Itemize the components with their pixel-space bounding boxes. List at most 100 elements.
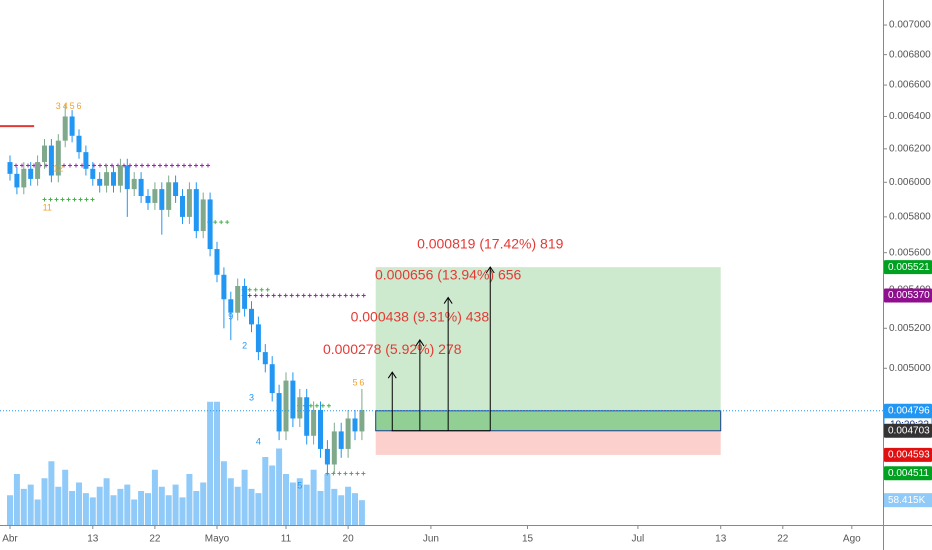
volume-bar <box>48 461 55 525</box>
candle-body <box>48 145 54 176</box>
td-count: 12 <box>53 163 63 173</box>
volume-bar <box>131 499 138 525</box>
volume-bar <box>255 493 262 525</box>
volume-bar <box>345 486 352 525</box>
price-badge <box>884 423 932 438</box>
td-count: 3 <box>249 392 254 402</box>
arrow-head <box>387 371 397 379</box>
volume-bar <box>34 499 41 525</box>
candle-body <box>214 249 220 275</box>
volume-bar <box>234 486 241 525</box>
x-tick-label: 20 <box>343 534 355 545</box>
arrow-head <box>485 266 495 274</box>
td-count: 6 <box>76 101 81 111</box>
volume-bar <box>324 474 331 525</box>
x-tick-label: Abr <box>2 534 18 545</box>
entry-zone <box>375 410 722 432</box>
volume-bar <box>89 497 96 525</box>
candle-body <box>41 145 47 163</box>
volume-bar <box>317 491 324 525</box>
target-label: 0.000819 (17.42%) 819 <box>417 236 564 252</box>
volume-bar <box>310 469 317 525</box>
candle-body <box>21 168 27 188</box>
volume-bar <box>110 495 117 525</box>
price-badge-label: 0.004796 <box>888 405 930 416</box>
volume-bar <box>193 491 200 525</box>
candle-body <box>249 308 255 325</box>
volume-bar <box>6 495 13 525</box>
candle-body <box>145 195 151 203</box>
candle-body <box>83 152 89 169</box>
x-tick-label: Ago <box>843 534 861 545</box>
candle-body <box>331 431 337 465</box>
volume-bar <box>75 482 82 525</box>
candle-body <box>159 189 165 210</box>
x-tick-label: 13 <box>87 534 99 545</box>
y-tick-label: 0.005200 <box>889 323 931 334</box>
candle-body <box>235 286 241 313</box>
candle-body <box>255 324 261 353</box>
candle-body <box>104 172 110 186</box>
price-badge-label: 0.005370 <box>888 290 930 301</box>
candle-body <box>35 162 41 179</box>
y-tick-label: 0.006400 <box>889 111 931 122</box>
td-count: 5 <box>70 101 75 111</box>
volume-bar <box>207 401 214 525</box>
x-tick-label: 22 <box>777 534 789 545</box>
candle-body <box>242 286 248 309</box>
y-tick-label: 0.006800 <box>889 49 931 60</box>
candle-body <box>297 397 303 419</box>
candle-body <box>117 165 123 186</box>
volume-bar <box>283 474 290 525</box>
volume-bar <box>262 457 269 525</box>
candle-body <box>338 431 344 449</box>
price-badge <box>884 466 932 481</box>
y-tick-label: 0.006600 <box>889 80 931 91</box>
volume-bar <box>151 469 158 525</box>
price-badge <box>884 288 932 303</box>
td-count: 3 <box>56 101 61 111</box>
candle-body <box>290 380 296 419</box>
volume-badge <box>884 493 932 508</box>
volume-bar <box>179 497 186 525</box>
td-count: 6 <box>359 377 364 387</box>
candle-body <box>318 409 324 449</box>
x-tick-label: Jun <box>423 534 439 545</box>
candle-body <box>221 274 227 300</box>
candle-body <box>345 418 351 449</box>
td-count: 5 <box>297 480 302 490</box>
candle-body <box>97 178 103 186</box>
candle-body <box>14 173 20 188</box>
volume-bar <box>41 478 48 525</box>
price-badge-label: 0.004593 <box>888 450 930 461</box>
volume-bar <box>20 488 27 525</box>
candle-body <box>110 172 116 186</box>
x-tick-label: 13 <box>715 534 727 545</box>
volume-bar <box>103 478 110 525</box>
volume-bar <box>338 495 345 525</box>
candle-body <box>55 140 61 176</box>
candle-body <box>352 418 358 432</box>
volume-bar <box>303 484 310 525</box>
volume-bar <box>62 469 69 525</box>
volume-bar <box>27 484 34 525</box>
volume-bar <box>117 488 124 525</box>
price-badge <box>884 403 932 418</box>
candle-body <box>69 116 75 136</box>
candle-body <box>186 189 192 217</box>
candle-body <box>90 168 96 179</box>
volume-bar <box>200 482 207 525</box>
y-tick-label: 0.007000 <box>889 20 931 31</box>
candle-body <box>7 162 13 174</box>
volume-bar <box>248 488 255 525</box>
volume-bar <box>158 486 165 525</box>
candle-body <box>180 195 186 217</box>
candle-body <box>359 409 365 432</box>
x-tick-label: 11 <box>281 534 292 545</box>
volume-bar <box>165 495 172 525</box>
td-count: 11 <box>43 203 52 213</box>
td-count: 4 <box>63 101 68 111</box>
candle-body <box>311 409 317 436</box>
